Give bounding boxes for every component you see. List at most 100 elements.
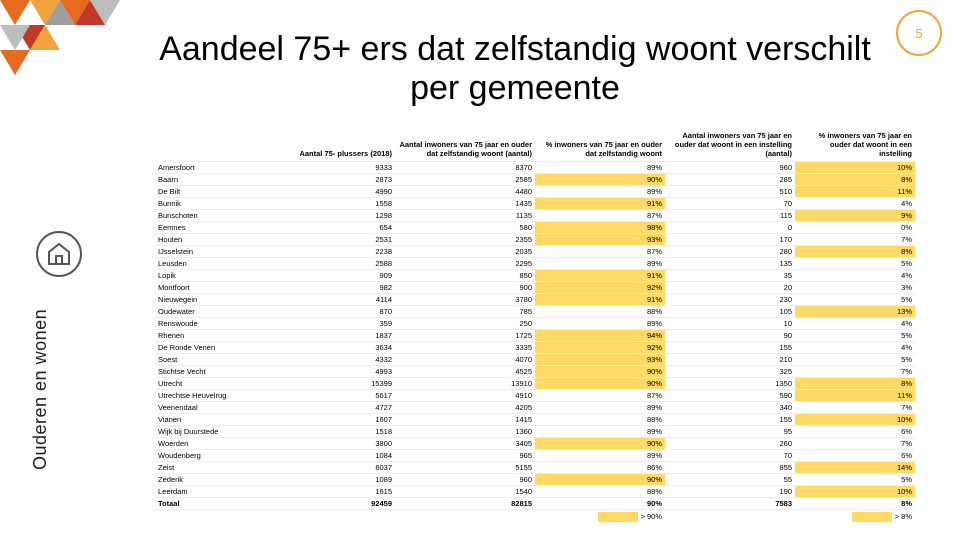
table-cell: 88%: [535, 414, 665, 426]
table-cell: 93%: [535, 354, 665, 366]
row-name: Lopik: [155, 270, 275, 282]
column-header: Aantal inwoners van 75 jaar en ouder dat…: [395, 130, 535, 162]
table-cell: 170: [665, 234, 795, 246]
table-cell: 260: [665, 438, 795, 450]
table-cell: 92%: [535, 282, 665, 294]
table-cell: 1518: [275, 426, 395, 438]
row-name: Leerdam: [155, 486, 275, 498]
table-row: Lopik90985091%354%: [155, 270, 915, 282]
legend-col5: > 8%: [795, 510, 915, 524]
row-name: Zeist: [155, 462, 275, 474]
table-cell: 13%: [795, 306, 915, 318]
table-cell: 510: [665, 186, 795, 198]
page-number: 5: [915, 26, 922, 41]
table-cell: 5%: [795, 258, 915, 270]
table-cell: 115: [665, 210, 795, 222]
table-cell: 4332: [275, 354, 395, 366]
table-cell: 5%: [795, 354, 915, 366]
data-table: Aantal 75- plussers (2018)Aantal inwoner…: [155, 130, 915, 523]
table-cell: 4205: [395, 402, 535, 414]
table-cell: 70: [665, 450, 795, 462]
table-cell: 90%: [535, 474, 665, 486]
table-cell: 190: [665, 486, 795, 498]
table-cell: 89%: [535, 162, 665, 174]
table-cell: 11%: [795, 390, 915, 402]
table-row: Utrecht153991391090%13508%: [155, 378, 915, 390]
table-cell: 2035: [395, 246, 535, 258]
table-cell: 95: [665, 426, 795, 438]
legend-col3: > 90%: [535, 510, 665, 524]
table-cell: 15399: [275, 378, 395, 390]
table-cell: 89%: [535, 450, 665, 462]
table-cell: 89%: [535, 426, 665, 438]
table-cell: 340: [665, 402, 795, 414]
table-cell: 210: [665, 354, 795, 366]
table-cell: 850: [395, 270, 535, 282]
row-name: De Bilt: [155, 186, 275, 198]
table-cell: 3335: [395, 342, 535, 354]
table-cell: 4525: [395, 366, 535, 378]
table-cell: 359: [275, 318, 395, 330]
table-cell: 82815: [395, 498, 535, 510]
table-cell: 70: [665, 198, 795, 210]
table-row: Woerden3800340590%2607%: [155, 438, 915, 450]
total-row: Totaal924598281590%75838%: [155, 498, 915, 510]
table-cell: 4070: [395, 354, 535, 366]
table-cell: 91%: [535, 198, 665, 210]
row-name: Veenendaal: [155, 402, 275, 414]
legend-row: > 90% > 8%: [155, 510, 915, 524]
row-name: Renswoude: [155, 318, 275, 330]
table-cell: 92%: [535, 342, 665, 354]
row-name: Oudewater: [155, 306, 275, 318]
table-cell: 3800: [275, 438, 395, 450]
table-cell: 4910: [395, 390, 535, 402]
table-cell: 8%: [795, 378, 915, 390]
row-name: Utrechtse Heuvelrug: [155, 390, 275, 402]
table-row: Amersfoort9333837089%96010%: [155, 162, 915, 174]
table-row: Woudenberg108496589%706%: [155, 450, 915, 462]
table-cell: 0%: [795, 222, 915, 234]
table-cell: 98%: [535, 222, 665, 234]
table-cell: 982: [275, 282, 395, 294]
table-cell: 960: [395, 474, 535, 486]
table-cell: 590: [665, 390, 795, 402]
table-cell: 285: [665, 174, 795, 186]
table-row: Montfoort98290092%203%: [155, 282, 915, 294]
table-cell: 90%: [535, 378, 665, 390]
table-row: Vianen1607141588%15510%: [155, 414, 915, 426]
table-row: Stichtse Vecht4993452590%3257%: [155, 366, 915, 378]
table-cell: 88%: [535, 486, 665, 498]
table-cell: 1837: [275, 330, 395, 342]
table-cell: 90: [665, 330, 795, 342]
table-cell: 900: [395, 282, 535, 294]
table-row: Houten2531235593%1707%: [155, 234, 915, 246]
table-cell: 89%: [535, 186, 665, 198]
table-cell: 10%: [795, 414, 915, 426]
table-cell: 6037: [275, 462, 395, 474]
table-cell: 5%: [795, 294, 915, 306]
table-cell: 8370: [395, 162, 535, 174]
table-cell: 7%: [795, 402, 915, 414]
table-cell: 88%: [535, 306, 665, 318]
table-row: Renswoude35925089%104%: [155, 318, 915, 330]
table-cell: 580: [395, 222, 535, 234]
row-name: Zederik: [155, 474, 275, 486]
column-header: Aantal 75- plussers (2018): [275, 130, 395, 162]
row-name: Baarn: [155, 174, 275, 186]
table-cell: 7%: [795, 234, 915, 246]
row-name: Houten: [155, 234, 275, 246]
table-cell: 20: [665, 282, 795, 294]
data-table-container: Aantal 75- plussers (2018)Aantal inwoner…: [155, 130, 915, 523]
row-name: De Ronde Venen: [155, 342, 275, 354]
table-cell: 1725: [395, 330, 535, 342]
table-row: Eemnes65458098%00%: [155, 222, 915, 234]
row-name: Vianen: [155, 414, 275, 426]
table-cell: 10: [665, 318, 795, 330]
table-cell: 230: [665, 294, 795, 306]
corner-decoration: [0, 0, 140, 90]
table-cell: 10%: [795, 162, 915, 174]
table-cell: 4727: [275, 402, 395, 414]
table-row: De Ronde Venen3634333592%1554%: [155, 342, 915, 354]
table-row: Bunnik1558143591%704%: [155, 198, 915, 210]
table-cell: 87%: [535, 210, 665, 222]
